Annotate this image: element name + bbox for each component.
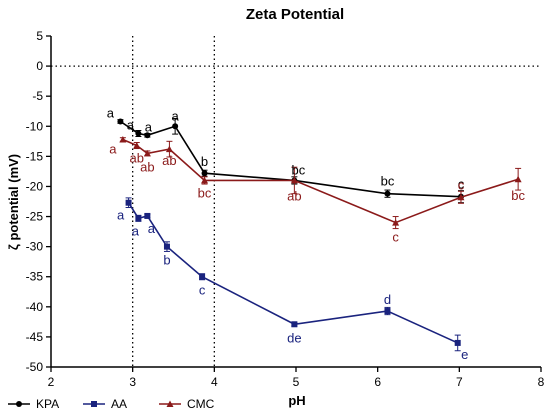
significance-letter: c: [199, 283, 206, 298]
significance-letter: a: [127, 117, 135, 132]
y-axis-label: ζ potential (mV): [6, 154, 21, 250]
data-point-cmc: [143, 149, 151, 157]
significance-letter: e: [461, 347, 468, 362]
y-tick-label: -10: [26, 119, 44, 133]
significance-letter: a: [145, 119, 153, 134]
data-point-kpa: [144, 132, 151, 139]
significance-letter: a: [107, 105, 115, 120]
data-series: [117, 117, 522, 352]
significance-letter: ab: [287, 188, 301, 203]
data-point-cmc: [165, 145, 173, 153]
significance-letter: c: [392, 230, 399, 245]
series-cmc: [119, 136, 522, 230]
legend-item-aa: AA: [83, 397, 127, 411]
data-point-aa: [135, 215, 142, 222]
series-kpa: [117, 117, 464, 204]
data-point-kpa: [201, 170, 208, 177]
y-tick-label: -5: [32, 89, 43, 103]
axes: 5 0 -5 -10 -15 -20 -25 -30 -35 -40 -45 -50 2 3 4 5 6 7 8: [26, 29, 545, 389]
data-point-cmc: [290, 176, 298, 184]
series-aa: [125, 197, 461, 352]
legend-label: AA: [111, 397, 127, 411]
y-tick-label: -40: [26, 300, 44, 314]
y-tick-label: -15: [26, 149, 44, 163]
legend-marker: [16, 401, 22, 407]
legend-item-cmc: CMC: [159, 397, 215, 411]
data-point-cmc: [392, 219, 400, 226]
significance-letter: d: [384, 292, 391, 307]
data-point-cmc: [514, 175, 522, 183]
significance-letter: a: [172, 108, 180, 123]
y-tick-label: -25: [26, 210, 44, 224]
significance-letter: a: [117, 208, 125, 223]
data-point-cmc: [201, 176, 209, 184]
data-point-aa: [454, 339, 461, 346]
legend-marker: [91, 401, 97, 407]
y-tick-label: -50: [26, 360, 44, 374]
significance-letter: bc: [381, 174, 395, 189]
y-tick-label: 5: [36, 29, 43, 43]
y-tick-label: -30: [26, 240, 44, 254]
significance-letter: bc: [198, 185, 212, 200]
data-point-kpa: [135, 130, 142, 137]
legend-item-kpa: KPA: [8, 397, 59, 411]
reference-lines: [51, 36, 541, 367]
legend-marker: [166, 400, 174, 407]
significance-letter: ab: [130, 151, 144, 166]
y-tick-label: 0: [36, 59, 43, 73]
data-point-aa: [291, 321, 298, 328]
legend: KPA AA CMC: [8, 397, 215, 411]
data-point-aa: [125, 199, 132, 206]
x-tick-label: 2: [48, 375, 55, 389]
x-tick-label: 8: [538, 375, 545, 389]
significance-letter: b: [201, 154, 208, 169]
data-point-cmc: [133, 142, 141, 149]
x-tick-label: 5: [293, 375, 300, 389]
legend-label: CMC: [187, 397, 215, 411]
significance-letter: a: [109, 142, 117, 157]
significance-letter: bc: [291, 162, 305, 177]
data-point-kpa: [384, 190, 391, 197]
significance-letter: ab: [162, 153, 176, 168]
significance-letter: ab: [140, 159, 154, 174]
y-tick-label: -20: [26, 179, 44, 193]
y-tick-label: -45: [26, 330, 44, 344]
data-point-aa: [384, 308, 391, 315]
significance-letter: de: [287, 330, 301, 345]
x-tick-label: 7: [456, 375, 463, 389]
data-point-aa: [199, 273, 206, 280]
significance-letter: a: [132, 223, 140, 238]
y-tick-label: -35: [26, 270, 44, 284]
data-point-cmc: [457, 193, 465, 201]
significance-letter: bc: [511, 188, 525, 203]
x-axis-label: pH: [288, 393, 305, 408]
x-tick-label: 6: [374, 375, 381, 389]
significance-letter: a: [148, 221, 156, 236]
data-point-aa: [144, 212, 151, 219]
legend-label: KPA: [36, 397, 59, 411]
data-point-aa: [163, 243, 170, 250]
significance-letter: c: [458, 177, 465, 192]
data-point-cmc: [119, 136, 127, 143]
x-tick-label: 3: [129, 375, 136, 389]
significance-letter: b: [163, 253, 170, 268]
significance-letter: c: [458, 177, 465, 192]
chart-title: Zeta Potential: [246, 6, 344, 23]
x-tick-label: 4: [211, 375, 218, 389]
data-point-kpa: [117, 118, 124, 125]
data-point-kpa: [172, 123, 179, 130]
